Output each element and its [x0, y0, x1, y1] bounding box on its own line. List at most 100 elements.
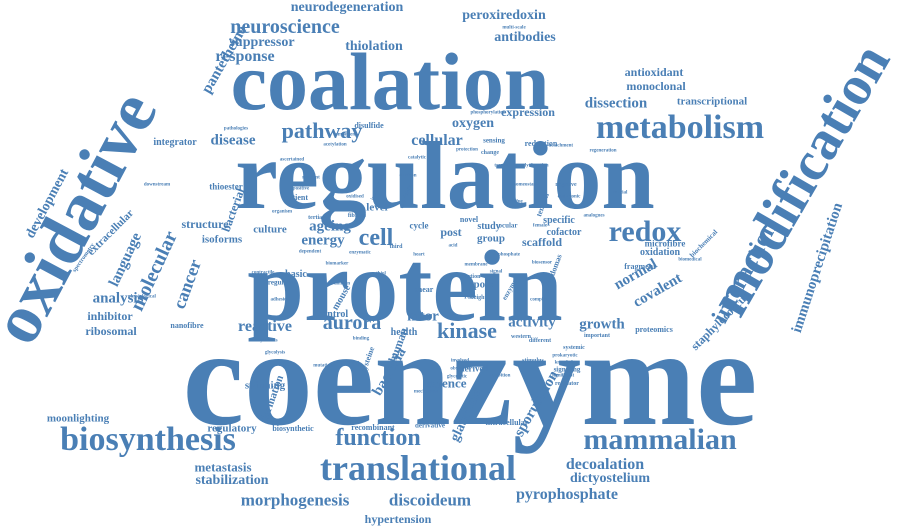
word-neuroscience: neuroscience: [230, 16, 340, 38]
word-transcriptional: transcriptional: [676, 95, 748, 108]
word-acetylation: acetylation: [323, 142, 347, 148]
word-proteomics: proteomics: [635, 325, 673, 334]
word-disease: disease: [210, 132, 256, 149]
word-energy: energy: [301, 232, 345, 249]
word-disulfide: disulfide: [354, 121, 384, 130]
word-function: function: [335, 425, 421, 451]
word-coalation: coalation: [230, 36, 550, 127]
word-residue: residue: [507, 199, 523, 205]
word-fragment: fragment: [624, 262, 656, 271]
word-involved: involved: [450, 358, 470, 364]
word-biosynthetic: biosynthetic: [272, 424, 314, 433]
word-inhibition: inhibition: [489, 373, 511, 379]
word-nanofibre: nanofibre: [170, 321, 204, 330]
word-translational: translational: [319, 448, 517, 488]
word-biomarker: biomarker: [325, 261, 349, 267]
word-basic: basic: [285, 269, 307, 280]
word-regulation: regulation: [235, 122, 655, 229]
word-downstream: downstream: [143, 182, 171, 188]
word-glycolytic: glycolytic: [446, 374, 468, 380]
word-activity: activity: [508, 314, 556, 331]
word-oxidised: oxidised: [346, 194, 364, 200]
word-component: component: [333, 132, 357, 138]
word-complex: complex: [530, 297, 548, 303]
word-aurora: aurora: [322, 312, 382, 334]
word-western: western: [511, 334, 531, 340]
word-patient: patient: [284, 193, 308, 202]
word-group: group: [477, 232, 505, 245]
word-biochemical: biochemical: [688, 228, 720, 260]
word-observed: observed: [450, 366, 470, 372]
word-mtor: mtor: [407, 308, 439, 325]
word-ascertained: ascertained: [279, 157, 305, 163]
word-negative: negative: [555, 182, 577, 188]
word-catalytic: catalytic: [407, 155, 427, 161]
word-peroxiredoxin: peroxiredoxin: [462, 8, 546, 23]
word-pyrophosphate: pyrophosphate: [516, 486, 618, 503]
word-integrator: integrator: [153, 137, 197, 148]
word-discoideum: discoideum: [388, 490, 472, 510]
word-fibrous: fibrous: [347, 213, 367, 219]
word-growth: growth: [579, 316, 625, 333]
word-cycle: cycle: [409, 220, 429, 231]
word-electron: electron: [399, 173, 417, 179]
word-neurodegeneration: neurodegeneration: [290, 0, 404, 15]
word-isoforms: isoforms: [201, 233, 243, 246]
word-acid: acid: [448, 243, 458, 249]
word-level: level: [366, 201, 388, 214]
word-regulatory: regulatory: [207, 422, 257, 435]
word-reactive: reactive: [238, 318, 292, 335]
word-contractile: contractile: [251, 270, 275, 276]
word-control: control: [317, 309, 349, 320]
word-role: role: [464, 292, 476, 301]
word-treated: treated: [494, 163, 510, 169]
word-enzymatic: enzymatic: [349, 250, 371, 256]
word-domain: domain: [333, 281, 351, 287]
word-signaling: signaling: [553, 365, 581, 374]
word-expression: expression: [501, 105, 555, 119]
word-moonlighting: moonlighting: [46, 412, 110, 425]
word-suppressor: suppressor: [229, 35, 295, 50]
word-regeneration: regeneration: [589, 148, 617, 154]
word-glycolysis: glycolysis: [264, 350, 286, 356]
word-protection: protection: [456, 147, 478, 153]
word-thiolation: thiolation: [345, 39, 403, 54]
word-binding: binding: [352, 336, 370, 342]
word-coenzyme: coenzyme: [182, 301, 758, 454]
word-microfibre: microfibre: [644, 238, 686, 249]
word-change: change: [481, 150, 499, 156]
word-structure: structure: [181, 217, 229, 231]
word-antibodies: antibodies: [494, 30, 556, 45]
word-scaffold: scaffold: [522, 235, 562, 249]
word-spore: spore: [469, 278, 495, 291]
word-monoclonal: monoclonal: [626, 79, 686, 93]
word-knowledge: knowledge: [554, 360, 578, 366]
word-attachment: attachment: [548, 143, 574, 149]
word-analogues: analogues: [583, 213, 605, 219]
word-signal: signal: [489, 269, 503, 275]
word-antioxidant: antioxidant: [624, 65, 684, 79]
word-important: important: [584, 333, 610, 339]
word-dissection: dissection: [584, 95, 648, 112]
word-oxidation: oxidation: [639, 247, 681, 258]
word-female: female: [532, 223, 548, 229]
word-metastasis: metastasis: [194, 459, 252, 475]
word-physiological: physiological: [128, 294, 156, 300]
word-protein: protein: [247, 230, 563, 343]
word-multi-scale: multi-scale: [502, 25, 526, 31]
word-inhibitor: inhibitor: [87, 309, 133, 323]
word-specific: specific: [543, 215, 575, 226]
word-membrane: membrane: [464, 262, 488, 268]
word-novel: novel: [459, 215, 479, 224]
word-biomedical: biomedical: [678, 257, 702, 263]
word-spinning: spinning: [244, 379, 286, 392]
word-biosensor: biosensor: [531, 260, 553, 266]
word-response: response: [215, 48, 275, 65]
word-different: different: [528, 338, 552, 344]
word-homeostasis: homeostasis: [513, 182, 539, 188]
word-systemic: systemic: [563, 345, 585, 351]
word-metabolism: metabolism: [595, 109, 765, 146]
word-redox: redox: [608, 215, 682, 248]
word-stabilization: stabilization: [195, 473, 269, 488]
